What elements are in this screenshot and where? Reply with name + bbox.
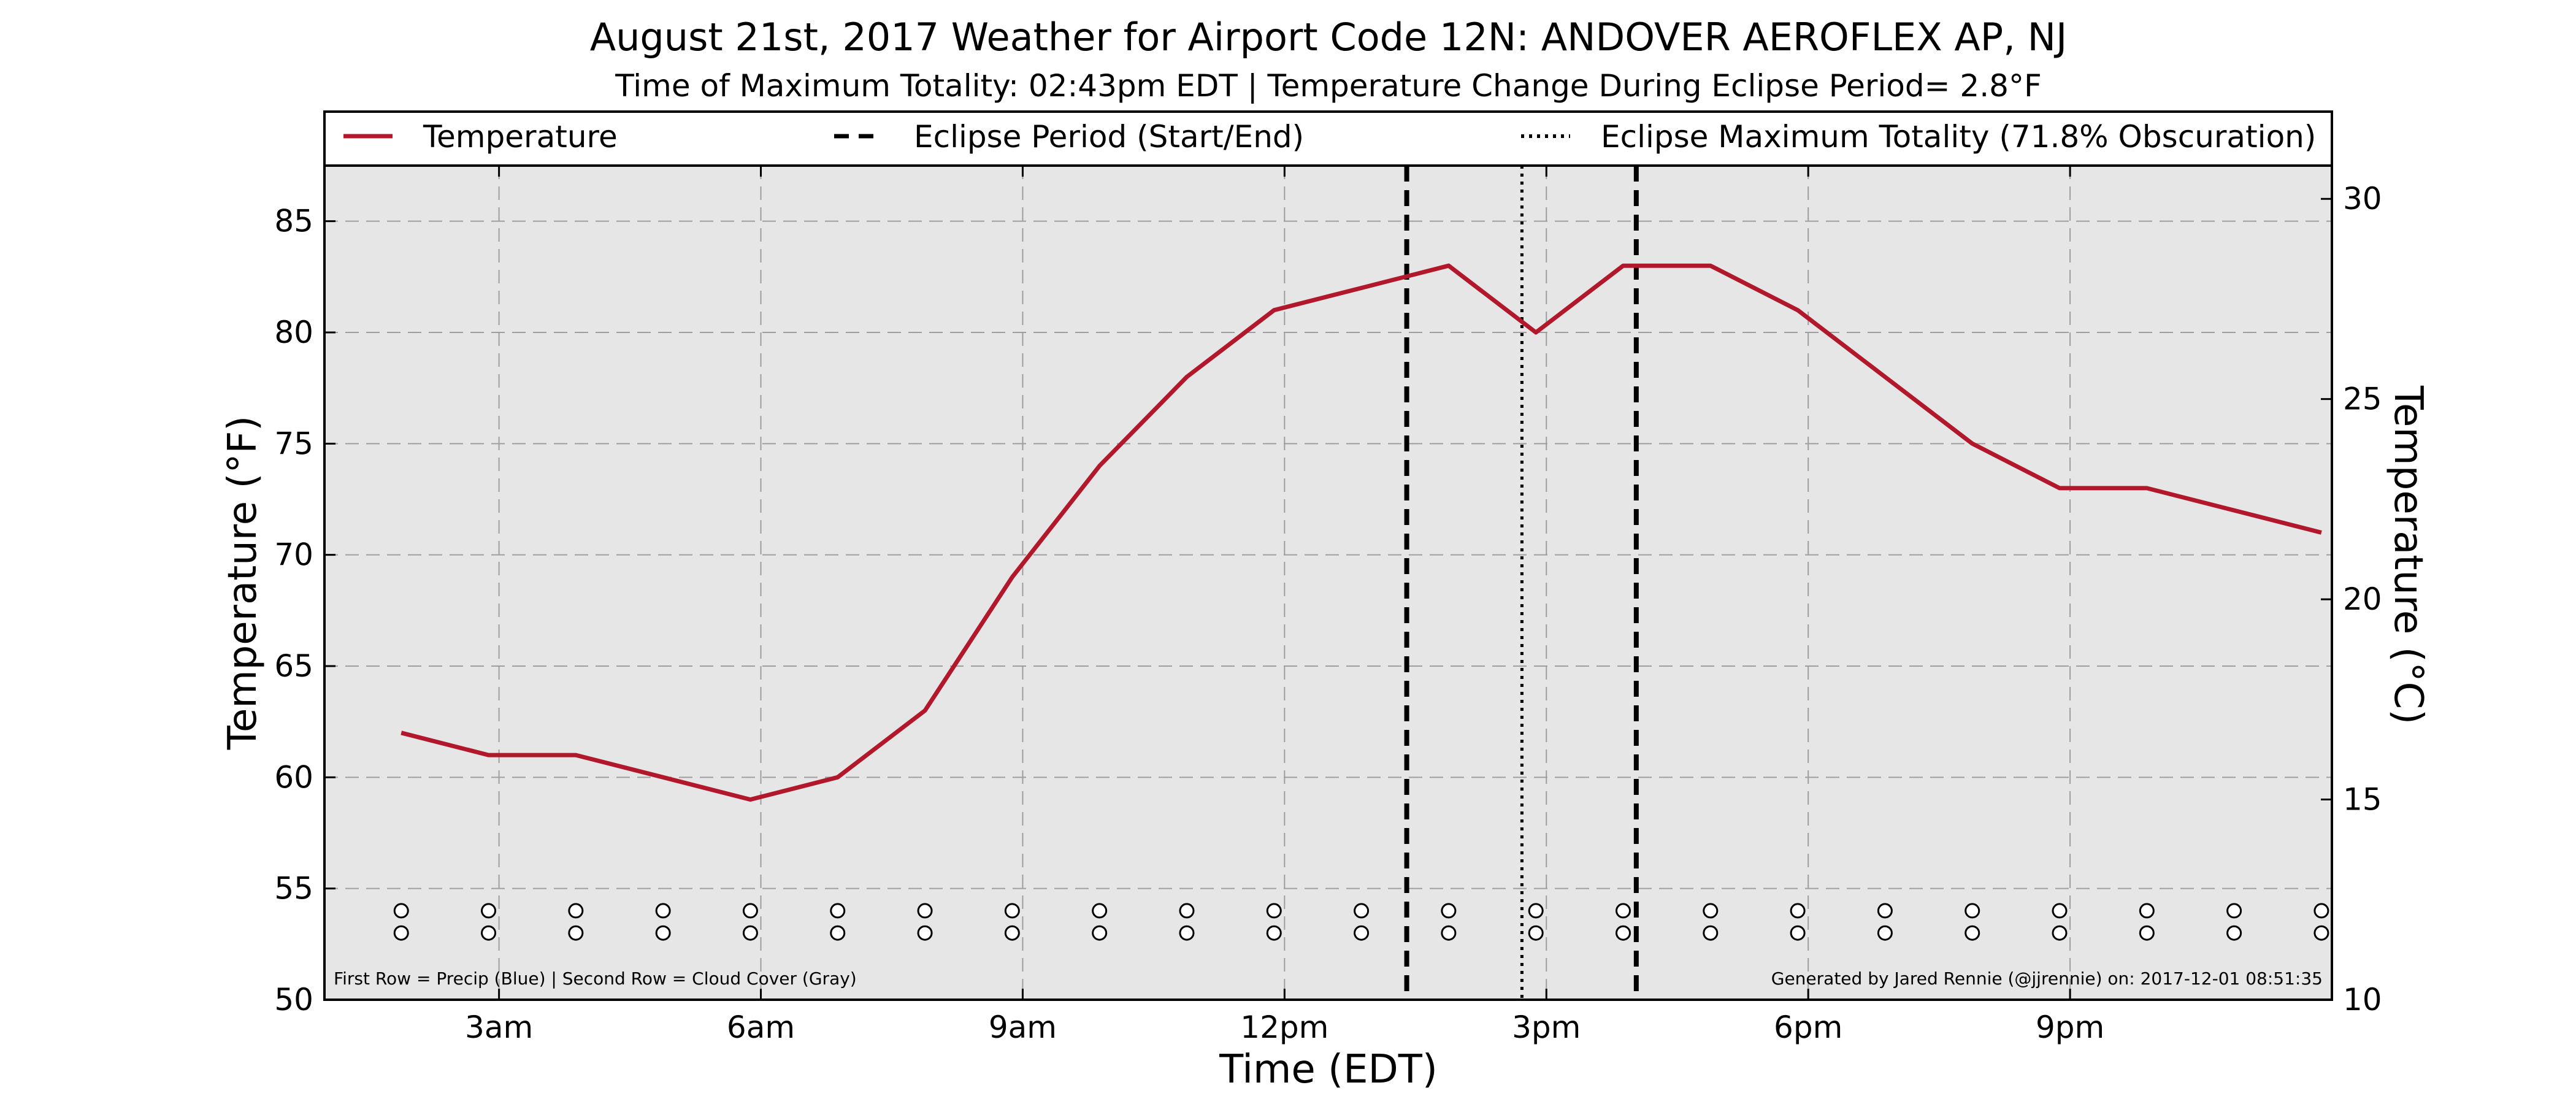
cloud-marker: [1528, 925, 1544, 941]
chart-title: August 21st, 2017 Weather for Airport Co…: [590, 15, 2068, 59]
y-tick-label: 50: [274, 982, 313, 1018]
series-line: [401, 263, 2322, 802]
cloud-marker: [1004, 925, 1020, 941]
y-right-tick-label: 15: [2343, 782, 2382, 818]
x-tick-label: 12pm: [1240, 1010, 1328, 1045]
cloud-marker: [1092, 925, 1108, 941]
precip-marker: [1179, 903, 1195, 919]
cloud-marker: [917, 925, 933, 941]
footnote-left: First Row = Precip (Blue) | Second Row =…: [334, 968, 857, 989]
legend-temperature-label: Temperature: [423, 119, 618, 155]
y-axis-right-title: Temperature (°C): [2385, 385, 2431, 724]
cloud-marker: [2226, 925, 2242, 941]
precip-marker: [2052, 903, 2068, 919]
precip-marker: [2139, 903, 2155, 919]
precip-marker: [1354, 903, 1370, 919]
cloud-marker: [2313, 925, 2329, 941]
cloud-marker: [393, 925, 409, 941]
cloud-marker: [1790, 925, 1806, 941]
y-tick-label: 70: [274, 537, 313, 573]
footnote-right: Generated by Jared Rennie (@jjrennie) on…: [1771, 968, 2323, 989]
precip-marker: [393, 903, 409, 919]
precip-marker: [1266, 903, 1282, 919]
cloud-marker: [481, 925, 497, 941]
precip-marker: [1441, 903, 1457, 919]
y-tick-label: 85: [274, 204, 313, 239]
precip-marker: [1703, 903, 1719, 919]
y-right-tick-label: 20: [2343, 581, 2382, 617]
y-right-tick-label: 25: [2343, 381, 2382, 417]
grid-lines: [324, 166, 2332, 1000]
cloud-marker: [2139, 925, 2155, 941]
cloud-marker: [1266, 925, 1282, 941]
chart-subtitle: Time of Maximum Totality: 02:43pm EDT | …: [615, 68, 2041, 104]
cloud-marker: [1703, 925, 1719, 941]
cloud-marker: [742, 925, 758, 941]
precip-marker: [1965, 903, 1980, 919]
x-tick-label: 6am: [727, 1010, 795, 1045]
eclipse-lines: [1404, 166, 1639, 1000]
cloud-marker: [655, 925, 671, 941]
y-tick-label: 60: [274, 759, 313, 795]
cloud-marker: [1354, 925, 1370, 941]
cloud-marker: [1615, 925, 1631, 941]
plot-area: [324, 166, 2332, 1000]
legend-eclipse-period-label: Eclipse Period (Start/End): [914, 119, 1304, 155]
y-axis-ticks: 50 55 60 65 70 75 80 85: [274, 204, 335, 1018]
precip-marker: [1528, 903, 1544, 919]
precip-marker: [1790, 903, 1806, 919]
x-axis-title: Time (EDT): [1219, 1047, 1438, 1092]
cloud-marker: [568, 925, 584, 941]
precip-marker: [830, 903, 846, 919]
y-tick-label: 80: [274, 315, 313, 350]
legend: Temperature Eclipse Period (Start/End) E…: [323, 110, 2333, 167]
y-tick-label: 55: [274, 871, 313, 907]
precip-marker: [2226, 903, 2242, 919]
precip-marker: [568, 903, 584, 919]
cloud-marker: [1441, 925, 1457, 941]
x-tick-label: 9pm: [2036, 1010, 2104, 1045]
legend-eclipse-max-label: Eclipse Maximum Totality (71.8% Obscurat…: [1601, 119, 2316, 155]
x-tick-label: 3am: [465, 1010, 533, 1045]
precip-marker: [655, 903, 671, 919]
precip-marker: [1092, 903, 1108, 919]
x-tick-label: 6pm: [1774, 1010, 1842, 1045]
legend-box: [323, 110, 2333, 167]
y-axis-right-ticks: 10 15 20 25 30: [2321, 181, 2382, 1018]
precip-marker: [742, 903, 758, 919]
cloud-marker: [1877, 925, 1893, 941]
precip-marker: [2313, 903, 2329, 919]
cloud-marker: [1965, 925, 1980, 941]
precip-marker: [481, 903, 497, 919]
cloud-marker: [1179, 925, 1195, 941]
y-tick-label: 75: [274, 426, 313, 461]
marker-rows: [393, 903, 2329, 941]
x-tick-label: 9am: [989, 1010, 1057, 1045]
precip-marker: [1004, 903, 1020, 919]
temperature-series: [401, 263, 2322, 802]
y-right-tick-label: 10: [2343, 982, 2382, 1018]
cloud-marker: [2052, 925, 2068, 941]
y-tick-label: 65: [274, 648, 313, 684]
precip-marker: [1615, 903, 1631, 919]
y-axis-title: Temperature (°F): [220, 416, 266, 751]
x-tick-label: 3pm: [1512, 1010, 1581, 1045]
precip-marker: [917, 903, 933, 919]
precip-marker: [1877, 903, 1893, 919]
y-right-tick-label: 30: [2343, 181, 2382, 217]
x-axis-ticks: 3am 6am 9am 12pm 3pm 6pm 9pm: [465, 166, 2104, 1045]
cloud-marker: [830, 925, 846, 941]
